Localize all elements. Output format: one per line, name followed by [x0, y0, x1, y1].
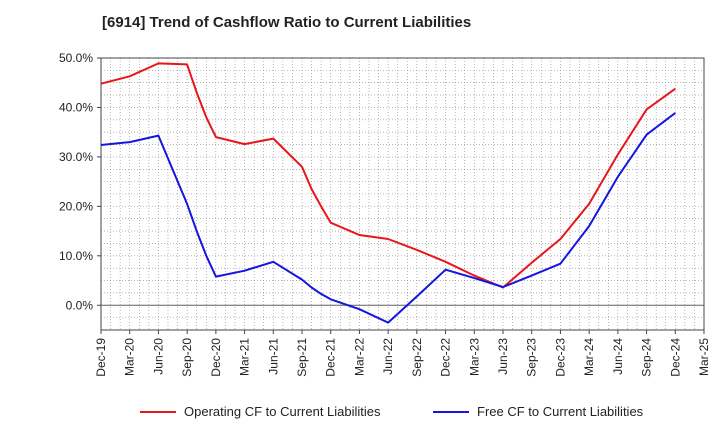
x-tick-label: Dec-23: [553, 338, 567, 377]
x-tick-label: Sep-22: [410, 338, 424, 377]
x-tick-label: Jun-21: [266, 338, 280, 375]
x-tick-label: Jun-22: [381, 338, 395, 375]
x-tick-label: Dec-24: [668, 338, 682, 377]
plot-frame: [100, 57, 705, 331]
x-tick-label: Mar-21: [238, 338, 252, 376]
x-tick-label: Sep-21: [295, 338, 309, 377]
x-tick-label: Dec-21: [324, 338, 338, 377]
x-tick-label: Jun-24: [611, 338, 625, 375]
x-tick-label: Sep-23: [525, 338, 539, 377]
chart-title: [6914] Trend of Cashflow Ratio to Curren…: [102, 14, 472, 31]
x-tick-label: Mar-25: [697, 338, 711, 376]
legend-label-free: Free CF to Current Liabilities: [477, 404, 644, 419]
y-tick-label: 40.0%: [59, 100, 93, 114]
y-tick-label: 20.0%: [59, 199, 93, 213]
legend: Operating CF to Current Liabilities Free…: [0, 404, 720, 424]
y-tick-label: 50.0%: [59, 51, 93, 65]
y-tick-label: 0.0%: [66, 298, 94, 312]
x-tick-label: Dec-22: [439, 338, 453, 377]
y-tick-label: 30.0%: [59, 150, 93, 164]
x-tick-label: Mar-24: [582, 338, 596, 376]
series-line-0: [100, 62, 676, 289]
legend-item-operating: Operating CF to Current Liabilities: [140, 404, 381, 419]
x-tick-label: Jun-23: [496, 338, 510, 375]
series-line-1: [100, 112, 676, 324]
legend-label-operating: Operating CF to Current Liabilities: [184, 404, 381, 419]
x-tick-label: Jun-20: [151, 338, 165, 375]
x-tick-label: Sep-24: [640, 338, 654, 377]
legend-swatch-free: [433, 410, 469, 413]
x-tick-label: Sep-20: [180, 338, 194, 377]
x-tick-label: Mar-20: [123, 338, 137, 376]
x-tick-label: Dec-19: [94, 338, 108, 377]
legend-item-free: Free CF to Current Liabilities: [433, 404, 643, 419]
y-tick-label: 10.0%: [59, 249, 93, 263]
x-tick-label: Mar-22: [352, 338, 366, 376]
x-tick-label: Mar-23: [467, 338, 481, 376]
x-tick-label: Dec-20: [209, 338, 223, 377]
legend-swatch-operating: [140, 410, 176, 413]
